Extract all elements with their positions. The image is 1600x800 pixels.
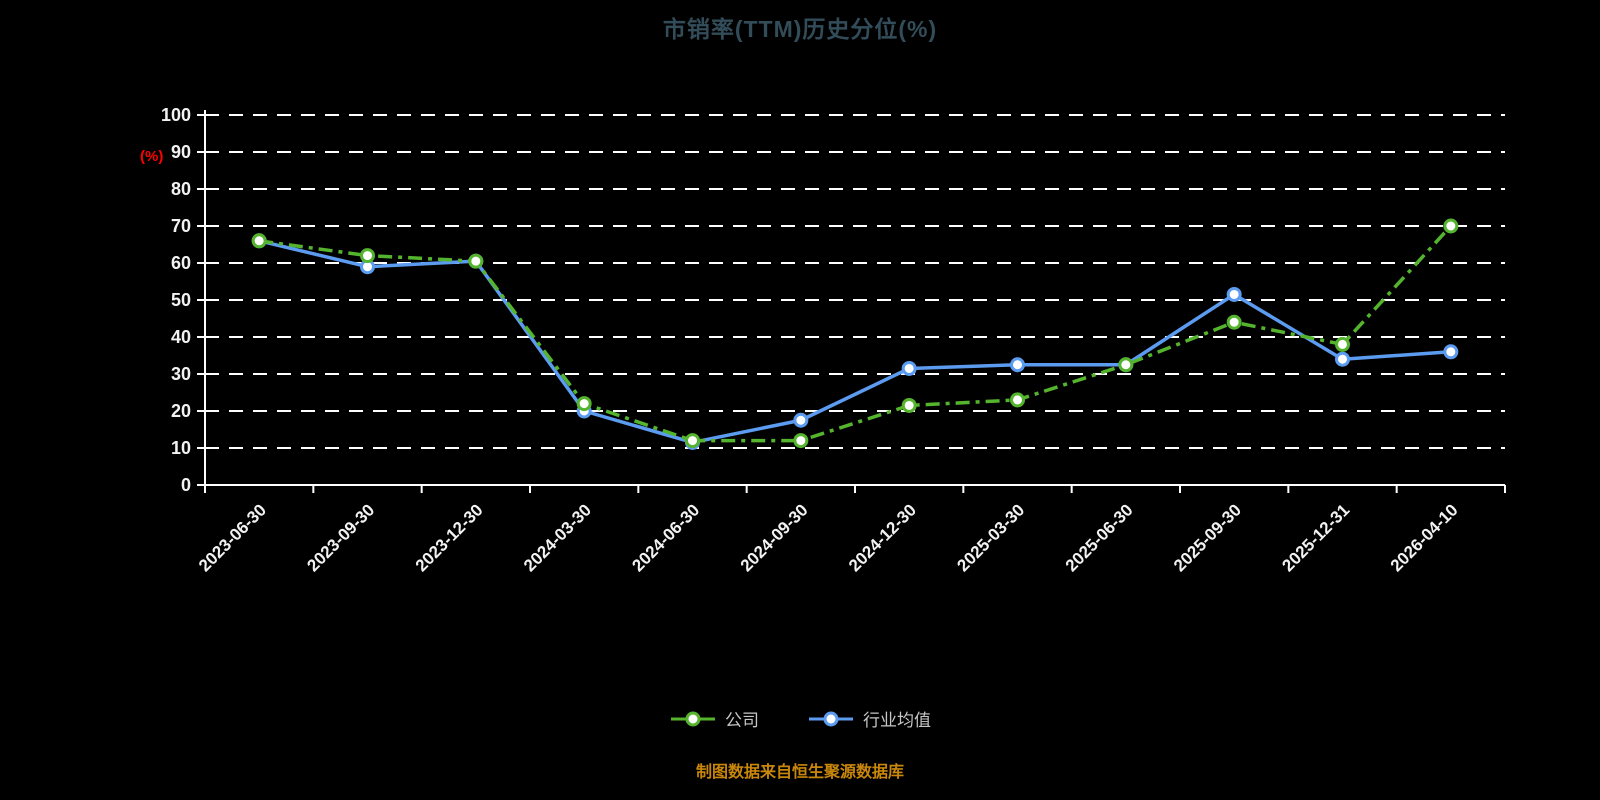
- x-tick-label: 2026-04-10: [1387, 500, 1462, 575]
- x-tick-label: 2023-09-30: [303, 500, 378, 575]
- x-tick-label: 2024-06-30: [628, 500, 703, 575]
- company-marker[interactable]: [1226, 314, 1242, 330]
- y-tick-label: 50: [171, 290, 191, 310]
- x-tick-label: 2025-06-30: [1062, 500, 1137, 575]
- y-tick-label: 90: [171, 142, 191, 162]
- company-marker[interactable]: [576, 396, 592, 412]
- y-tick-label: 0: [181, 475, 191, 495]
- data-source-note: 制图数据来自恒生聚源数据库: [695, 764, 904, 781]
- legend-item-industry[interactable]: 行业均值: [807, 706, 931, 731]
- y-tick-label: 70: [171, 216, 191, 236]
- industry-marker[interactable]: [793, 412, 809, 428]
- y-axis-unit-label: (%): [140, 148, 164, 165]
- legend-item-label: 行业均值: [863, 711, 931, 730]
- company-marker[interactable]: [251, 233, 267, 249]
- company-marker[interactable]: [901, 397, 917, 413]
- x-tick-label: 2025-12-31: [1278, 500, 1353, 575]
- industry-legend-marker: [809, 711, 853, 726]
- x-tick-label: 2025-09-30: [1170, 500, 1245, 575]
- industry-marker[interactable]: [1010, 357, 1025, 373]
- x-tick-label: 2024-12-30: [845, 500, 920, 575]
- company-marker[interactable]: [360, 248, 375, 264]
- y-tick-label: 100: [161, 105, 191, 125]
- company-marker[interactable]: [793, 433, 809, 449]
- y-tick-label: 10: [171, 438, 191, 458]
- y-tick-label: 20: [171, 401, 191, 421]
- company-marker[interactable]: [1010, 392, 1025, 408]
- company-marker[interactable]: [685, 433, 700, 449]
- x-tick-label: 2025-03-30: [953, 500, 1028, 575]
- x-tick-label: 2024-09-30: [737, 500, 812, 575]
- company-marker[interactable]: [1443, 218, 1459, 234]
- industry-marker[interactable]: [1226, 286, 1242, 302]
- company-marker[interactable]: [468, 253, 484, 269]
- industry-marker[interactable]: [1335, 351, 1350, 367]
- legend-item-label: 公司: [725, 711, 759, 730]
- x-tick-label: 2024-03-30: [520, 500, 595, 575]
- y-tick-label: 60: [171, 253, 191, 273]
- y-tick-label: 30: [171, 364, 191, 384]
- company-marker[interactable]: [1335, 336, 1350, 352]
- chart-svg: 0 10 20 30 40 50 60 70 80 90 100 2023-06-30 2023-09-…: [161, 105, 1506, 575]
- industry-line: [258, 239, 1451, 445]
- industry-marker[interactable]: [901, 360, 917, 376]
- x-tick-label: 2023-12-30: [412, 500, 487, 575]
- company-line: [258, 224, 1453, 443]
- chart-title: 市销率(TTM)历史分位(%): [662, 16, 938, 42]
- company-marker[interactable]: [1118, 357, 1134, 373]
- company-legend-marker: [671, 711, 715, 726]
- legend-item-company[interactable]: 公司: [669, 706, 759, 731]
- y-tick-label: 80: [171, 179, 191, 199]
- x-tick-label: 2023-06-30: [195, 500, 270, 575]
- y-tick-label: 40: [171, 327, 191, 347]
- industry-marker[interactable]: [1443, 344, 1459, 360]
- legend: 公司 行业均值: [0, 706, 1600, 731]
